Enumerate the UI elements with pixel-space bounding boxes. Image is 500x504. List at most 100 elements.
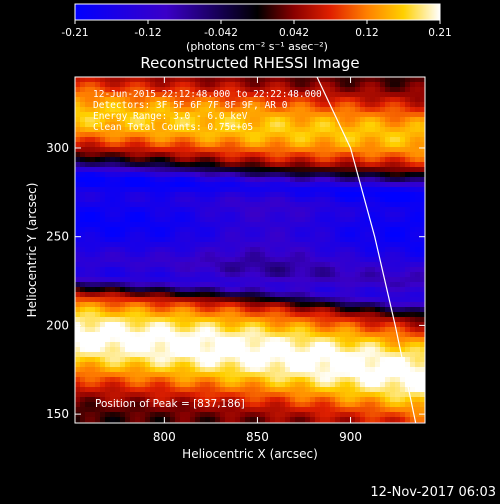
heatmap-cell bbox=[345, 392, 351, 398]
heatmap-cell bbox=[320, 117, 326, 123]
heatmap-cell bbox=[370, 342, 376, 348]
heatmap-cell bbox=[105, 142, 111, 148]
heatmap-cell bbox=[130, 147, 136, 153]
heatmap-cell bbox=[130, 102, 136, 108]
heatmap-cell bbox=[185, 327, 191, 333]
heatmap-cell bbox=[295, 117, 301, 123]
heatmap-cell bbox=[180, 382, 186, 388]
heatmap-cell bbox=[410, 132, 416, 138]
heatmap-cell bbox=[370, 87, 376, 93]
heatmap-cell bbox=[265, 267, 271, 273]
heatmap-cell bbox=[205, 92, 211, 98]
heatmap-cell bbox=[120, 127, 126, 133]
heatmap-cell bbox=[285, 87, 291, 93]
heatmap-cell bbox=[175, 92, 181, 98]
heatmap-cell bbox=[300, 157, 306, 163]
heatmap-cell bbox=[75, 262, 81, 268]
heatmap-cell bbox=[180, 322, 186, 328]
heatmap-cell bbox=[390, 387, 396, 393]
heatmap-cell bbox=[355, 392, 361, 398]
heatmap-cell bbox=[270, 307, 276, 313]
heatmap-cell bbox=[310, 242, 316, 248]
heatmap-cell bbox=[170, 397, 176, 403]
heatmap-cell bbox=[230, 212, 236, 218]
heatmap-cell bbox=[295, 232, 301, 238]
heatmap-cell bbox=[315, 387, 321, 393]
heatmap-cell bbox=[170, 377, 176, 383]
heatmap-cell bbox=[105, 372, 111, 378]
heatmap-cell bbox=[140, 382, 146, 388]
heatmap-cell bbox=[240, 417, 246, 423]
heatmap-cell bbox=[275, 307, 281, 313]
heatmap-cell bbox=[120, 372, 126, 378]
heatmap-cell bbox=[235, 367, 241, 373]
heatmap-cell bbox=[360, 182, 366, 188]
heatmap-cell bbox=[280, 212, 286, 218]
heatmap-cell bbox=[285, 127, 291, 133]
heatmap-cell bbox=[95, 232, 101, 238]
heatmap-cell bbox=[120, 327, 126, 333]
heatmap-cell bbox=[105, 247, 111, 253]
heatmap-cell bbox=[190, 342, 196, 348]
heatmap-cell bbox=[375, 227, 381, 233]
heatmap-cell bbox=[125, 272, 131, 278]
heatmap-cell bbox=[195, 187, 201, 193]
heatmap-cell bbox=[320, 162, 326, 168]
heatmap-cell bbox=[285, 167, 291, 173]
heatmap-cell bbox=[80, 232, 86, 238]
heatmap-cell bbox=[180, 317, 186, 323]
heatmap-cell bbox=[230, 312, 236, 318]
heatmap-cell bbox=[160, 142, 166, 148]
heatmap-cell bbox=[395, 182, 401, 188]
heatmap-cell bbox=[120, 222, 126, 228]
heatmap-cell bbox=[145, 317, 151, 323]
heatmap-cell bbox=[300, 287, 306, 293]
heatmap-cell bbox=[240, 207, 246, 213]
heatmap-cell bbox=[200, 197, 206, 203]
heatmap-cell bbox=[220, 412, 226, 418]
heatmap-cell bbox=[130, 167, 136, 173]
heatmap-cell bbox=[390, 322, 396, 328]
heatmap-cell bbox=[230, 142, 236, 148]
heatmap-cell bbox=[250, 297, 256, 303]
heatmap-cell bbox=[115, 182, 121, 188]
heatmap-cell bbox=[370, 392, 376, 398]
heatmap-cell bbox=[355, 262, 361, 268]
heatmap-cell bbox=[280, 257, 286, 263]
heatmap-cell bbox=[330, 362, 336, 368]
heatmap-cell bbox=[205, 347, 211, 353]
heatmap-cell bbox=[275, 92, 281, 98]
heatmap-cell bbox=[190, 302, 196, 308]
heatmap-cell bbox=[135, 317, 141, 323]
heatmap-cell bbox=[225, 92, 231, 98]
heatmap-cell bbox=[290, 252, 296, 258]
heatmap-cell bbox=[145, 232, 151, 238]
heatmap-cell bbox=[95, 237, 101, 243]
heatmap-cell bbox=[90, 282, 96, 288]
heatmap-cell bbox=[385, 347, 391, 353]
heatmap-cell bbox=[260, 92, 266, 98]
heatmap-cell bbox=[80, 177, 86, 183]
heatmap-cell bbox=[380, 97, 386, 103]
heatmap-cell bbox=[90, 247, 96, 253]
heatmap-cell bbox=[235, 282, 241, 288]
heatmap-cell bbox=[220, 317, 226, 323]
heatmap-cell bbox=[325, 82, 331, 88]
heatmap-cell bbox=[85, 122, 91, 128]
heatmap-cell bbox=[105, 257, 111, 263]
heatmap-cell bbox=[120, 317, 126, 323]
heatmap-cell bbox=[180, 102, 186, 108]
heatmap-cell bbox=[230, 302, 236, 308]
heatmap-cell bbox=[400, 277, 406, 283]
heatmap-cell bbox=[320, 92, 326, 98]
heatmap-cell bbox=[85, 347, 91, 353]
heatmap-cell bbox=[90, 312, 96, 318]
heatmap-cell bbox=[265, 227, 271, 233]
heatmap-cell bbox=[205, 257, 211, 263]
heatmap-cell bbox=[265, 172, 271, 178]
heatmap-cell bbox=[165, 222, 171, 228]
heatmap-cell bbox=[390, 392, 396, 398]
heatmap-cell bbox=[205, 77, 211, 83]
heatmap-cell bbox=[285, 192, 291, 198]
heatmap-cell bbox=[325, 417, 331, 423]
